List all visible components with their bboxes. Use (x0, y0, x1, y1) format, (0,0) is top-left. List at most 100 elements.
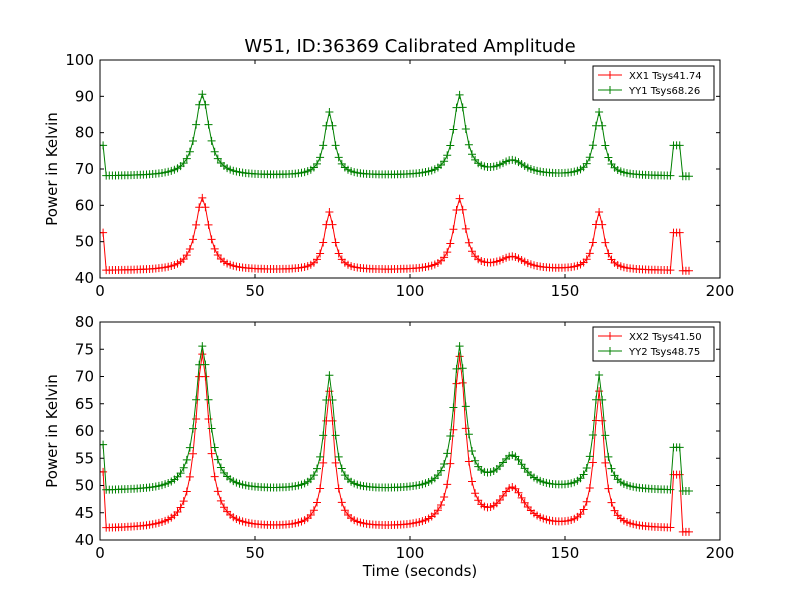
data-point (666, 485, 675, 494)
data-point (176, 469, 185, 478)
data-point (440, 157, 449, 166)
data-point (601, 141, 610, 150)
data-point (185, 244, 194, 253)
data-point (458, 103, 467, 112)
data-point (588, 430, 597, 439)
data-point (588, 238, 597, 247)
data-point (337, 464, 346, 473)
data-point (601, 431, 610, 440)
data-point (433, 506, 442, 515)
data-point (204, 120, 213, 129)
data-point (604, 249, 613, 258)
data-point (198, 193, 207, 202)
data-point (464, 457, 473, 466)
data-point (579, 470, 588, 479)
legend-label: XX1 Tsys41.74 (629, 71, 702, 82)
y-tick-label: 70 (75, 368, 94, 386)
data-point (340, 506, 349, 515)
data-point (328, 396, 337, 405)
y-tick-label: 50 (75, 477, 94, 495)
data-point (220, 503, 228, 512)
data-point (328, 121, 337, 130)
data-point (666, 171, 675, 180)
data-point (464, 430, 473, 439)
data-point (495, 495, 504, 504)
data-point (474, 496, 483, 505)
data-point (334, 484, 343, 493)
data-point (579, 505, 588, 514)
data-point (595, 107, 604, 116)
data-point (598, 121, 607, 130)
data-point (325, 207, 334, 216)
series-2-line (100, 346, 689, 492)
data-point (511, 484, 520, 493)
data-point (440, 459, 449, 468)
data-point (471, 489, 480, 498)
y-axis-label: Power in Kelvin (43, 112, 61, 226)
plot-area (100, 342, 693, 536)
x-tick-label: 50 (245, 544, 264, 562)
data-point (328, 220, 337, 229)
data-point (179, 497, 188, 506)
data-point (331, 431, 340, 440)
data-point (198, 350, 207, 359)
y-tick-label: 80 (75, 124, 94, 142)
legend: XX1 Tsys41.74 YY1 Tsys68.26 (592, 65, 715, 101)
data-point (604, 452, 613, 461)
figure-title: W51, ID:36369 Calibrated Amplitude (244, 36, 575, 57)
data-point (189, 136, 197, 145)
data-point (666, 266, 675, 275)
y-tick-label: 80 (75, 313, 94, 331)
data-point (675, 228, 684, 237)
data-point (182, 154, 191, 163)
data-point (176, 503, 185, 512)
data-point (666, 523, 675, 532)
data-point (443, 480, 452, 489)
data-point (325, 387, 334, 396)
y-axis-label: Power in Kelvin (43, 374, 61, 488)
top-axes: 0 50 100 150 200 40 50 60 70 80 90 100 Power in Kelv… (43, 51, 734, 300)
data-point (207, 136, 216, 145)
data-point (455, 194, 464, 203)
data-point (201, 203, 210, 212)
x-tick-label: 50 (245, 282, 264, 300)
y-tick-label: 40 (75, 269, 94, 287)
data-point (334, 153, 343, 162)
series-1-markers (100, 193, 693, 275)
data-point (585, 249, 594, 258)
data-point (207, 449, 216, 458)
data-point (309, 506, 318, 515)
data-point (471, 456, 480, 465)
data-point (210, 147, 219, 156)
data-point (331, 141, 340, 150)
data-point (464, 238, 473, 247)
plot-area (100, 90, 693, 275)
data-point (685, 486, 693, 495)
data-point (455, 90, 464, 99)
y-tick-label: 100 (65, 51, 94, 69)
data-point (598, 395, 607, 404)
data-point (337, 498, 346, 507)
data-point (449, 225, 458, 234)
data-point (517, 493, 526, 502)
data-point (458, 364, 467, 373)
data-point (604, 484, 613, 493)
data-point (446, 141, 455, 150)
data-point (179, 159, 188, 168)
data-point (328, 416, 337, 425)
data-point (517, 460, 526, 469)
legend: XX2 Tsys41.50 YY2 Tsys48.75 (592, 326, 715, 362)
series-2-markers (100, 342, 693, 495)
data-point (182, 251, 191, 260)
data-point (313, 498, 321, 507)
x-tick-label: 100 (396, 544, 425, 562)
data-point (433, 471, 442, 480)
data-point (685, 172, 693, 181)
bottom-axes: 0 50 100 150 200 40 45 50 55 60 65 70 75 80 Power in K… (43, 313, 734, 580)
legend-label: YY1 Tsys68.26 (628, 86, 700, 97)
data-point (319, 238, 328, 247)
data-point (514, 488, 523, 497)
data-point (499, 491, 507, 500)
data-point (588, 458, 597, 467)
